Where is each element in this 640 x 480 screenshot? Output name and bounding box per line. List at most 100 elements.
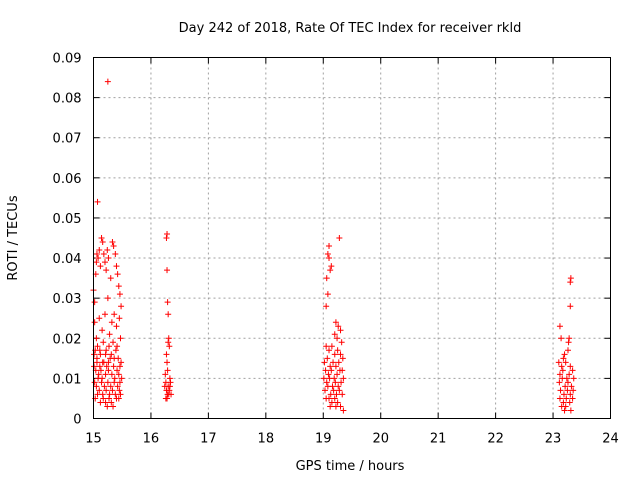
data-point [97, 263, 104, 270]
data-point [117, 391, 124, 398]
data-point [567, 363, 574, 370]
data-point [115, 371, 122, 378]
data-point [567, 391, 574, 398]
x-tick-label: 23 [545, 432, 562, 447]
data-point [336, 387, 343, 394]
data-point [567, 303, 574, 310]
data-point [340, 407, 347, 414]
data-point [332, 379, 339, 386]
data-point [163, 351, 170, 358]
data-point [105, 255, 112, 262]
data-point [118, 359, 125, 366]
data-point [109, 239, 116, 246]
data-point [91, 351, 98, 358]
data-point [338, 379, 345, 386]
data-point [99, 239, 106, 246]
x-tick-label: 15 [85, 432, 102, 447]
data-point [168, 391, 175, 398]
data-point [99, 391, 106, 398]
data-point [100, 339, 107, 346]
data-point [324, 251, 331, 258]
data-point [328, 367, 335, 374]
x-tick-label: 21 [430, 432, 447, 447]
data-point [93, 355, 100, 362]
data-point [96, 387, 103, 394]
data-point [114, 367, 121, 374]
data-point [562, 383, 569, 390]
data-point [110, 339, 117, 346]
data-point [559, 367, 566, 374]
data-point [110, 363, 117, 370]
data-point [331, 331, 338, 338]
data-point [560, 391, 567, 398]
x-tick-label: 22 [487, 432, 504, 447]
data-point [338, 339, 345, 346]
data-point [322, 387, 329, 394]
data-point [324, 383, 331, 390]
data-point [103, 347, 110, 354]
data-point [326, 255, 333, 262]
data-point [163, 235, 170, 241]
data-point [337, 327, 344, 334]
data-point [111, 375, 118, 382]
data-point [566, 335, 573, 342]
data-point [107, 275, 114, 282]
data-point [167, 379, 174, 386]
data-point [96, 247, 103, 254]
data-point [104, 403, 111, 410]
data-point [101, 311, 108, 318]
data-point [328, 399, 335, 406]
data-point [118, 375, 125, 382]
data-point [563, 395, 570, 402]
data-point [326, 347, 333, 354]
data-point [331, 351, 338, 358]
data-point [564, 387, 571, 394]
x-axis-label: GPS time / hours [296, 459, 405, 474]
data-point [560, 399, 567, 406]
data-point [106, 343, 113, 350]
chart-title: Day 242 of 2018, Rate Of TEC Index for r… [179, 21, 522, 36]
data-point [321, 359, 328, 366]
data-point [99, 359, 106, 366]
data-point [118, 303, 125, 310]
data-point [558, 363, 565, 370]
data-point [165, 339, 172, 346]
data-point [555, 359, 562, 366]
data-point [102, 371, 109, 378]
data-point [95, 371, 102, 378]
data-point [335, 323, 342, 330]
data-point [166, 343, 173, 350]
data-point [164, 230, 171, 237]
data-point [95, 255, 102, 262]
data-point [103, 363, 110, 370]
data-point [569, 367, 576, 374]
data-point [332, 319, 339, 326]
data-point [108, 371, 115, 378]
data-point [166, 383, 173, 390]
data-point [105, 359, 112, 366]
data-point [323, 343, 330, 350]
data-point [108, 399, 115, 406]
y-tick-label: 0.02 [53, 332, 82, 347]
grid [93, 57, 611, 419]
data-point [558, 335, 565, 342]
data-point [101, 259, 108, 266]
data-point [112, 391, 119, 398]
y-axis-label: ROTI / TECUs [6, 195, 21, 280]
data-point [320, 375, 327, 382]
data-point [330, 359, 337, 366]
data-point [322, 367, 329, 374]
data-point [559, 375, 566, 382]
data-point [556, 379, 563, 386]
y-tick-label: 0.07 [53, 132, 82, 147]
data-point [334, 347, 341, 354]
data-point [335, 359, 342, 366]
data-point [339, 355, 346, 362]
data-point [96, 363, 103, 370]
data-point [104, 379, 111, 386]
data-point [164, 267, 171, 274]
data-point [326, 395, 333, 402]
x-tick-label: 18 [258, 432, 275, 447]
data-point [111, 355, 118, 362]
data-point [166, 387, 173, 394]
